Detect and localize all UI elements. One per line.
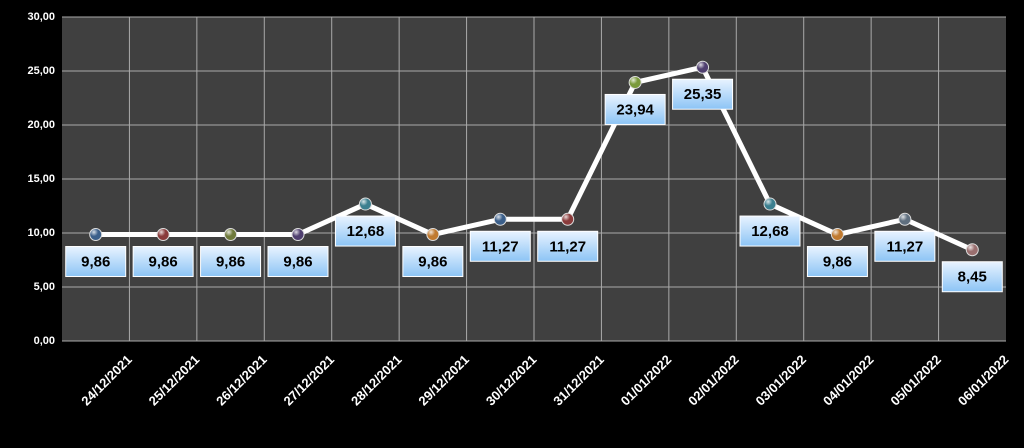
marker-shine [89,228,102,241]
data-label-box [267,246,329,278]
data-label-box [941,261,1003,293]
data-label: 9,86 [216,253,245,270]
marker-shine [426,228,439,241]
x-tick-label: 01/01/2022 [618,352,675,409]
data-label-box [65,246,127,278]
x-tick-label: 29/12/2021 [415,352,472,409]
marker-shine [157,228,170,241]
data-label-box [874,230,936,262]
line [95,64,974,253]
data-label: 11,27 [886,238,923,255]
data-label-box [604,93,666,125]
data-label: 9,86 [149,253,178,270]
x-tick-label: 30/12/2021 [483,352,540,409]
marker-shine [494,213,507,226]
data-label-box [806,246,868,278]
data-label: 9,86 [418,253,447,270]
data-label-box [672,78,734,110]
marker-shine [629,76,642,89]
marker-shine [966,243,979,256]
x-tick-label: 28/12/2021 [348,352,405,409]
data-label: 11,27 [482,238,519,255]
y-tick-label: 25,00 [27,65,55,77]
y-tick-label: 5,00 [34,281,55,293]
data-label: 12,68 [347,223,385,240]
data-label-box [132,246,194,278]
data-label: 9,86 [283,253,312,270]
marker-shine [224,228,237,241]
x-tick-label: 02/01/2022 [685,352,742,409]
marker-shine [359,198,372,211]
data-label-box [537,230,599,262]
x-tick-label: 05/01/2022 [887,352,944,409]
marker-shine [561,213,574,226]
data-label: 11,27 [549,238,586,255]
x-tick-label: 26/12/2021 [213,352,270,409]
data-label-box [739,215,801,247]
marker-shine [831,228,844,241]
x-tick-label: 25/12/2021 [146,352,203,409]
marker-shine [292,228,304,241]
marker-shine [764,198,776,211]
data-label-box [469,230,531,262]
data-label: 9,86 [81,253,110,270]
x-tick-label: 06/01/2022 [955,352,1012,409]
data-label-box [402,246,464,278]
y-tick-label: 10,00 [27,227,55,239]
x-tick-label: 27/12/2021 [281,352,338,409]
marker-shine [696,61,709,74]
y-tick-label: 15,00 [27,173,55,185]
x-tick-label: 03/01/2022 [753,352,810,409]
x-tick-label: 24/12/2021 [78,352,135,409]
y-tick-label: 20,00 [27,119,55,131]
x-tick-label: 31/12/2021 [550,352,607,409]
y-tick-label: 0,00 [34,335,55,347]
data-label: 25,35 [684,86,722,103]
data-label-box [200,246,262,278]
y-tick-label: 30,00 [27,11,55,23]
marker-shine [898,213,911,226]
data-label-box [334,215,396,247]
data-label: 8,45 [958,269,987,286]
data-label: 9,86 [823,253,852,270]
data-label: 12,68 [751,223,789,240]
data-label: 23,94 [616,101,654,118]
x-tick-label: 04/01/2022 [820,352,877,409]
